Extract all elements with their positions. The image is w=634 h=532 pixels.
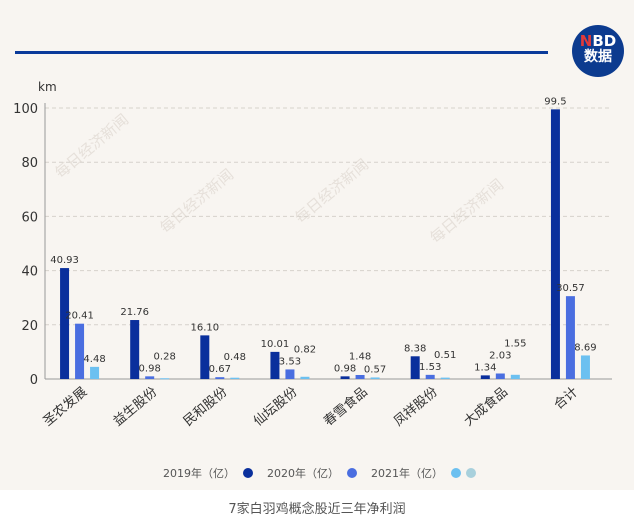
y-tick-label: 20 [21,319,38,334]
bar [60,268,70,379]
data-label: 0.51 [434,350,456,361]
bar [270,351,280,379]
x-tick-label: 凤祥股份 [391,385,440,430]
data-label: 3.53 [279,356,301,367]
legend-marker [451,468,461,478]
data-label: 40.93 [50,255,79,266]
data-label: 1.48 [349,351,371,362]
bar [370,377,380,379]
data-label: 20.41 [65,311,94,322]
data-label: 2.03 [489,350,511,361]
data-label: 0.98 [139,363,161,374]
bar [230,377,240,379]
bar [495,373,505,379]
legend-label: 2019年（亿） [163,466,235,480]
legend-marker [466,468,476,478]
bar [215,377,225,379]
bar [300,376,310,379]
y-tick-label: 60 [21,210,38,225]
bar [130,320,140,379]
bar [145,376,155,379]
data-label: 8.38 [404,343,426,354]
y-tick-label: 80 [21,156,38,171]
data-label: 0.98 [334,363,356,374]
x-tick-label: 圣农发展 [40,384,90,430]
bar [355,374,365,379]
data-label: 8.69 [574,342,596,353]
x-tick-label: 仙坛股份 [251,385,300,430]
watermark: 每日经济新闻 [157,165,238,237]
data-label: 1.34 [474,362,496,373]
bar [90,366,100,379]
x-tick-label: 大成食品 [461,384,511,430]
bar [480,375,490,379]
data-label: 30.57 [556,283,585,294]
y-axis-unit: km [38,80,57,94]
data-label: 4.48 [83,354,105,365]
bar [410,356,420,379]
data-label: 16.10 [190,322,219,333]
data-label: 21.76 [120,307,149,318]
bar [160,378,170,380]
nbd-logo: NBD 数据 [572,25,624,77]
bar [340,376,350,379]
x-tick-label: 春雪食品 [321,384,371,430]
y-tick-label: 40 [21,265,38,280]
watermark: 每日经济新闻 [292,155,373,227]
data-label: 1.53 [419,362,441,373]
bar [580,355,590,379]
data-label: 99.5 [544,96,566,107]
x-tick-label: 合计 [551,385,581,413]
y-tick-label: 100 [13,102,38,117]
watermark: 每日经济新闻 [52,110,133,182]
legend-marker [347,468,357,478]
bar [75,323,85,379]
legend-marker [243,468,253,478]
x-tick-label: 益生股份 [111,385,160,430]
bar [440,377,450,379]
bar [285,369,295,379]
bar [510,374,520,379]
chart-caption: 7家白羽鸡概念股近三年净利润 [228,502,406,517]
data-label: 0.67 [209,364,231,375]
data-label: 1.55 [504,338,526,349]
bar [425,374,435,379]
data-label: 0.57 [364,364,386,375]
data-label: 0.82 [294,344,316,355]
y-tick-label: 0 [30,373,38,388]
watermark: 每日经济新闻 [427,175,508,247]
data-label: 0.48 [224,352,246,363]
data-label: 0.28 [154,351,176,362]
chart-panel [0,0,634,490]
bar [550,109,560,379]
x-tick-label: 民和股份 [181,385,230,430]
legend-label: 2020年（亿） [267,466,339,480]
data-label: 10.01 [261,339,290,350]
legend-label: 2021年（亿） [371,466,443,480]
header-rule [15,51,548,54]
bar [200,335,210,379]
bar [565,296,575,379]
